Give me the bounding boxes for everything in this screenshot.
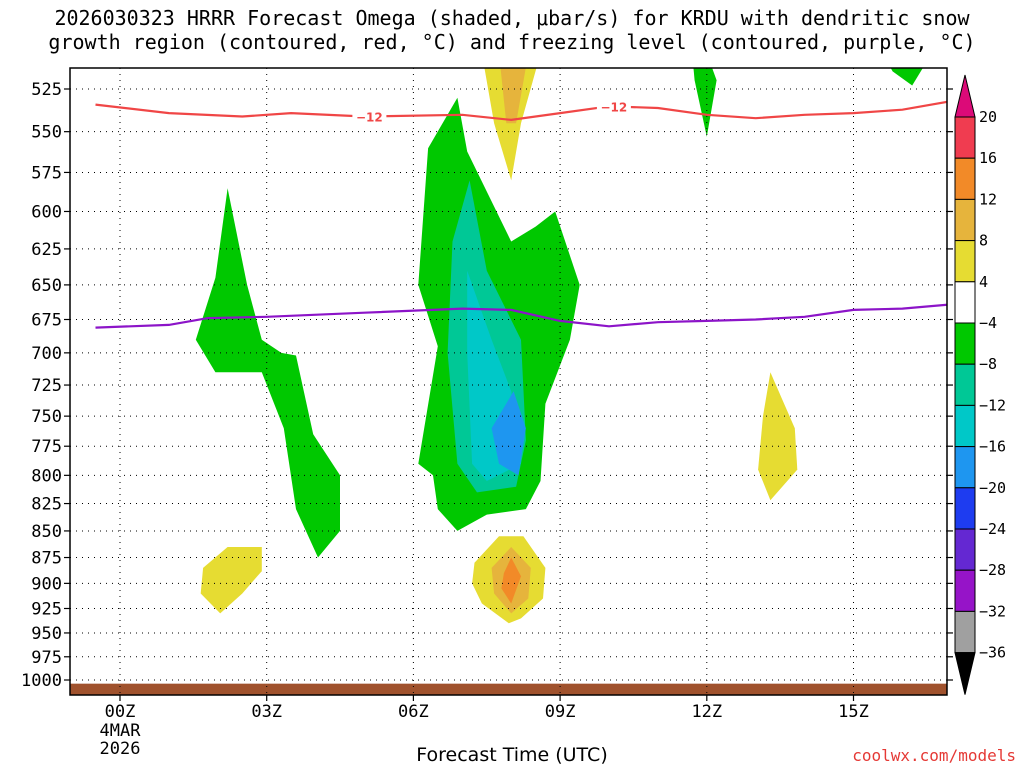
colorbar-label-9: −16: [979, 438, 1006, 456]
y-tick-label-525: 525: [31, 80, 62, 100]
x-tick-label-15Z: 15Z: [838, 702, 869, 722]
y-tick-label-700: 700: [31, 344, 62, 364]
y-tick-label-925: 925: [31, 599, 62, 619]
credit-text[interactable]: coolwx.com/models: [852, 746, 1016, 765]
y-tick-label-650: 650: [31, 276, 62, 296]
x-tick-label-03Z: 03Z: [251, 702, 282, 722]
y-tick-label-950: 950: [31, 624, 62, 644]
grid-lines: [70, 68, 947, 695]
y-tick-label-675: 675: [31, 311, 62, 331]
colorbar-swatch-11: [954, 528, 976, 571]
colorbar-label-13: −32: [979, 602, 1006, 620]
contour-label-bg-1: [352, 108, 387, 125]
y-tick-label-725: 725: [31, 376, 62, 396]
omega-region-11: [200, 547, 262, 614]
title-line-2: growth region (contoured, red, °C) and f…: [48, 30, 976, 54]
colorbar-label-10: −20: [979, 479, 1006, 497]
omega-region-5: [491, 391, 526, 476]
colorbar-swatch-7: [954, 363, 976, 406]
terrain-band: [70, 683, 947, 695]
x-tick-label-09Z: 09Z: [545, 702, 576, 722]
y-tick-label-1000: 1000: [21, 671, 62, 691]
x-tick-label-12Z: 12Z: [691, 702, 722, 722]
omega-region-9: [500, 68, 526, 124]
y-tick-label-900: 900: [31, 574, 62, 594]
colorbar-bottom-arrow: [954, 652, 976, 695]
colorbar-label-11: −24: [979, 520, 1006, 538]
omega-region-8: [484, 68, 537, 181]
x-tick-label-00Z: 00Z: [105, 702, 136, 722]
colorbar-swatch-8: [954, 404, 976, 448]
colorbar-swatch-1: [954, 116, 976, 159]
plot-frame: [69, 67, 948, 696]
contour-line-1: [95, 100, 947, 122]
colorbar-label-3: 12: [979, 190, 997, 208]
omega-region-14: [501, 557, 521, 604]
y-tick-label-875: 875: [31, 549, 62, 569]
title-line-1: 2026030323 HRRR Forecast Omega (shaded, …: [54, 6, 970, 30]
colorbar-swatch-9: [954, 446, 976, 489]
y-tick-label-850: 850: [31, 522, 62, 542]
y-tick-label-800: 800: [31, 466, 62, 486]
colorbar-label-6: −4: [979, 314, 997, 332]
colorbar-label-14: −36: [979, 644, 1006, 662]
omega-region-10: [506, 53, 516, 67]
omega-region-7: [890, 68, 923, 86]
omega-region-1: [195, 188, 340, 558]
colorbar-swatch-3: [954, 198, 976, 242]
y-tick-label-625: 625: [31, 240, 62, 260]
omega-region-6: [693, 68, 717, 137]
colorbar-label-8: −12: [979, 396, 1006, 414]
y-tick-label-750: 750: [31, 407, 62, 427]
colorbar-swatch-4: [954, 240, 976, 283]
colorbar-swatch-5: [954, 281, 976, 324]
colorbar-label-7: −8: [979, 355, 997, 373]
colorbar-swatch-12: [954, 569, 976, 612]
y-tick-label-550: 550: [31, 123, 62, 143]
colorbar: 20 16 12 8 4 −4 −8 −12 −16 −20 −24 −28 −32 −36: [954, 74, 1006, 695]
y-tick-label-575: 575: [31, 163, 62, 183]
x-date-label: 4MAR: [100, 721, 142, 741]
colorbar-label-1: 20: [979, 108, 997, 126]
contour-label-2: −12: [601, 100, 628, 114]
chart-title: 2026030323 HRRR Forecast Omega (shaded, …: [0, 6, 1024, 54]
contour-label-bg-2: [596, 98, 631, 115]
colorbar-swatch-6: [954, 322, 976, 365]
y-tick-label-825: 825: [31, 495, 62, 515]
contour-lines: −12 −12: [95, 98, 947, 329]
omega-shading: [70, 53, 947, 695]
colorbar-label-12: −28: [979, 561, 1006, 579]
colorbar-swatch-13: [954, 610, 976, 654]
contour-label-1: −12: [356, 110, 383, 124]
colorbar-swatch-10: [954, 487, 976, 530]
omega-region-15: [758, 372, 798, 501]
colorbar-label-5: 4: [979, 273, 988, 291]
colorbar-swatch-2: [954, 157, 976, 200]
colorbar-label-2: 16: [979, 149, 997, 167]
x-tick-label-06Z: 06Z: [398, 702, 429, 722]
axes: 525 550 575 600 625 650 675 700 725 750 775 800 825 8…: [21, 67, 953, 759]
colorbar-label-4: 8: [979, 232, 988, 250]
x-year-label: 2026: [100, 739, 141, 759]
y-tick-label-600: 600: [31, 202, 62, 222]
y-tick-label-975: 975: [31, 648, 62, 668]
colorbar-top-arrow: [954, 74, 976, 118]
y-tick-label-775: 775: [31, 437, 62, 457]
contour-line-2: [95, 303, 947, 329]
x-axis-label: Forecast Time (UTC): [416, 744, 608, 766]
